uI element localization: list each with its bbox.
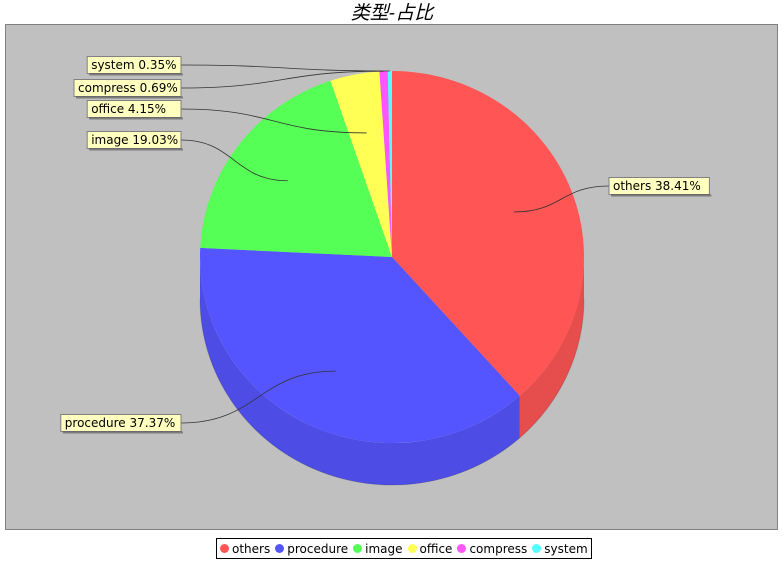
legend-item-procedure: procedure	[275, 542, 348, 556]
label-connector-procedure	[180, 370, 336, 424]
label-box-procedure	[60, 414, 182, 432]
label-connector-others	[514, 185, 610, 213]
legend-item-system: system	[532, 541, 588, 556]
slice-label-image: image 19.03%	[91, 133, 178, 147]
slice-label-compress: compress 0.69%	[78, 81, 178, 95]
legend-swatch-procedure	[275, 544, 285, 553]
pie-slice-system	[387, 71, 392, 257]
legend-label-office: office	[419, 541, 453, 556]
legend-item-others: others	[220, 542, 270, 556]
label-box-compress	[73, 79, 182, 97]
legend-label-procedure: procedure	[287, 541, 349, 556]
slice-label-system: system 0.35%	[91, 58, 176, 72]
label-connector-compress	[180, 70, 384, 89]
slice-labels: others 38.41% procedure 37.37% image 19.03…	[60, 56, 712, 434]
pie-side-walls	[200, 257, 584, 485]
pie-slice-office	[330, 71, 392, 257]
chart-title: 类型-占比	[350, 2, 434, 24]
legend-item-compress: compress	[457, 542, 527, 556]
legend-swatch-compress	[457, 544, 467, 553]
legend-swatch-others	[220, 544, 229, 553]
label-shadow-procedure	[62, 431, 183, 434]
legend-item-office: office	[407, 541, 453, 556]
label-box-system	[86, 56, 182, 74]
label-connector-office	[180, 108, 367, 134]
slice-label-procedure: procedure 37.37%	[65, 416, 175, 430]
legend: others procedure image office compress system	[216, 538, 592, 559]
pie-side-others	[519, 257, 584, 438]
legend-swatch-office	[407, 544, 417, 553]
label-shadow-others	[611, 194, 712, 197]
label-shadow-office	[89, 117, 183, 120]
pie-bottom-edge	[199, 298, 585, 486]
label-box-others	[608, 177, 710, 195]
pie-slice-procedure	[200, 247, 520, 444]
legend-label-others: others	[232, 541, 271, 556]
pie-slice-others	[392, 71, 584, 396]
label-shadow-system	[89, 73, 183, 76]
legend-label-image: image	[365, 541, 403, 556]
legend-swatch-system	[532, 544, 542, 553]
pie-slice-compress	[379, 71, 392, 257]
legend-item-image: image	[353, 541, 403, 556]
label-connector-image	[180, 139, 288, 182]
pie-slice-image	[200, 80, 392, 257]
legend-swatch-image	[353, 544, 363, 553]
label-box-image	[86, 131, 182, 149]
label-box-office	[86, 100, 182, 118]
label-connector-system	[180, 64, 390, 72]
pie-side-procedure	[200, 257, 520, 485]
pie-slices	[200, 71, 584, 444]
slice-label-office: office 4.15%	[91, 102, 166, 116]
label-shadow-image	[89, 148, 183, 151]
legend-label-system: system	[544, 541, 588, 556]
legend-label-compress: compress	[469, 541, 528, 556]
slice-label-others: others 38.41%	[613, 179, 701, 193]
label-shadow-compress	[76, 96, 183, 99]
